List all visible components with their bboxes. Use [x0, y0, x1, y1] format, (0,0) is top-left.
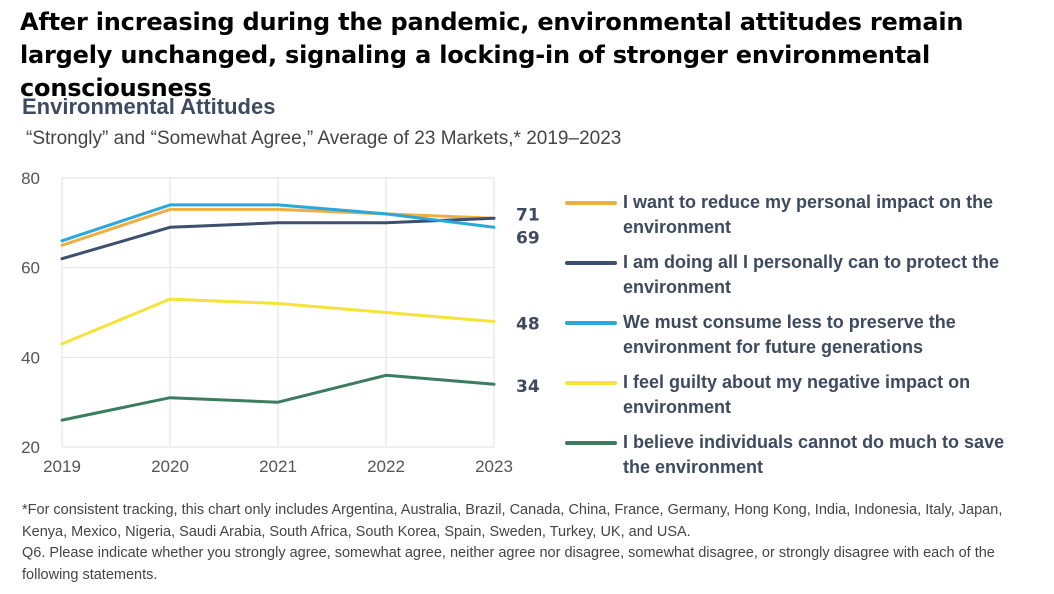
axis-labels: 20 40 60 80 2019 2020 2021 2022 2023 [21, 169, 513, 476]
headline: After increasing during the pandemic, en… [20, 8, 964, 102]
y-tick-label: 40 [21, 348, 40, 367]
end-value-label: 71 [516, 205, 540, 225]
y-tick-label: 20 [21, 438, 40, 457]
legend-item-consume-less: We must consume less to preserve the env… [565, 310, 1035, 360]
x-tick-label: 2019 [43, 457, 81, 476]
legend-swatch [565, 261, 617, 265]
legend-label: I am doing all I personally can to prote… [623, 252, 1000, 297]
legend-swatch [565, 321, 617, 325]
series-line-3 [60, 297, 496, 346]
series-lines [60, 203, 496, 422]
line-chart: 20 40 60 80 2019 2020 2021 2022 2023 71 69 48 34 [21, 169, 540, 476]
footnote: *For consistent tracking, this chart onl… [22, 500, 1032, 586]
x-tick-label: 2022 [367, 457, 405, 476]
legend-item-reduce-impact: I want to reduce my personal impact on t… [565, 190, 1035, 240]
legend-swatch [565, 201, 617, 205]
x-tick-label: 2020 [151, 457, 189, 476]
series-line-1 [60, 216, 496, 261]
legend-swatch [565, 381, 617, 385]
x-tick-label: 2023 [475, 457, 513, 476]
series-line-4 [60, 373, 496, 422]
end-labels: 71 69 48 34 [516, 205, 540, 397]
footnote-question: Q6. Please indicate whether you strongly… [22, 545, 995, 583]
series-line-0 [60, 207, 496, 247]
legend: I want to reduce my personal impact on t… [565, 190, 1035, 490]
y-tick-label: 60 [21, 259, 40, 278]
end-value-label: 48 [516, 314, 540, 334]
chart-subtitle: “Strongly” and “Somewhat Agree,” Average… [26, 128, 622, 149]
end-value-label: 69 [516, 228, 540, 248]
legend-label: I feel guilty about my negative impact o… [623, 372, 971, 417]
end-value-label: 34 [516, 377, 540, 397]
legend-swatch [565, 441, 617, 445]
chart-title: Environmental Attitudes [22, 94, 276, 119]
legend-label: I want to reduce my personal impact on t… [623, 192, 994, 237]
legend-item-feel-guilty: I feel guilty about my negative impact o… [565, 370, 1035, 420]
legend-label: We must consume less to preserve the env… [623, 312, 956, 357]
legend-item-doing-all: I am doing all I personally can to prote… [565, 250, 1035, 300]
legend-item-cannot-do-much: I believe individuals cannot do much to … [565, 430, 1035, 480]
series-line-2 [60, 203, 496, 243]
x-tick-label: 2021 [259, 457, 297, 476]
footnote-markets: *For consistent tracking, this chart onl… [22, 502, 1003, 540]
legend-label: I believe individuals cannot do much to … [623, 432, 1005, 477]
y-tick-label: 80 [21, 169, 40, 188]
